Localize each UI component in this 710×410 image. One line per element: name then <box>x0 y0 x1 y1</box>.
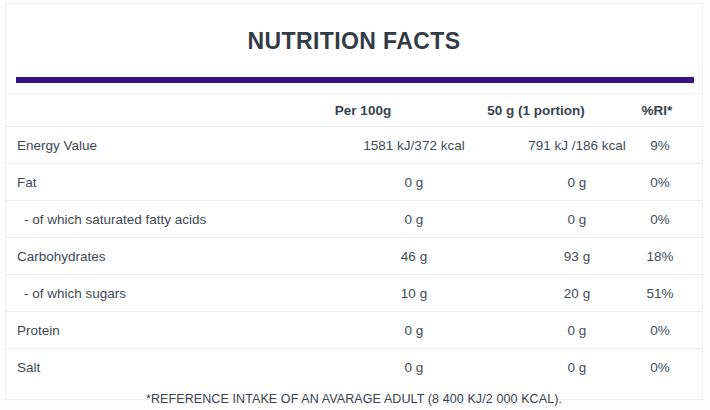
portion-value: 0 g <box>568 212 587 227</box>
table-header-row: Per 100g 50 g (1 portion) %RI* <box>6 93 702 127</box>
portion-value: 0 g <box>568 323 587 338</box>
nutrient-label: Carbohydrates <box>17 249 106 264</box>
ri-percent-value: 9% <box>650 138 670 153</box>
per-100g-value: 10 g <box>401 286 427 301</box>
accent-bar <box>16 77 694 83</box>
ri-percent-value: 0% <box>650 323 670 338</box>
per-100g-value: 46 g <box>401 249 427 264</box>
col-header-per-100g: Per 100g <box>335 103 391 118</box>
portion-value: 791 kJ /186 kcal <box>528 138 626 153</box>
ri-percent-value: 51% <box>646 286 673 301</box>
table-row: - of which saturated fatty acids 0 g 0 g… <box>6 201 702 238</box>
table-row: Salt 0 g 0 g 0% <box>6 349 702 385</box>
table-row: Protein 0 g 0 g 0% <box>6 312 702 349</box>
portion-value: 0 g <box>568 175 587 190</box>
table-body: Energy Value 1581 kJ/372 kcal 791 kJ /18… <box>6 127 702 385</box>
table-row: Carbohydrates 46 g 93 g 18% <box>6 238 702 275</box>
nutrient-label: Fat <box>17 175 37 190</box>
per-100g-value: 0 g <box>405 323 424 338</box>
portion-value: 0 g <box>568 360 587 375</box>
reference-intake-footnote: *REFERENCE INTAKE OF AN AVARAGE ADULT (8… <box>6 385 702 406</box>
ri-percent-value: 18% <box>646 249 673 264</box>
table-row: Fat 0 g 0 g 0% <box>6 164 702 201</box>
portion-value: 93 g <box>564 249 590 264</box>
page-title: NUTRITION FACTS <box>6 4 702 55</box>
table-row: Energy Value 1581 kJ/372 kcal 791 kJ /18… <box>6 127 702 164</box>
nutrient-label: Salt <box>17 360 40 375</box>
ri-percent-value: 0% <box>650 212 670 227</box>
nutrition-table: Per 100g 50 g (1 portion) %RI* Energy Va… <box>6 93 702 406</box>
nutrient-label: - of which sugars <box>24 286 126 301</box>
nutrition-facts-card: NUTRITION FACTS Per 100g 50 g (1 portion… <box>5 3 703 400</box>
nutrient-label: Protein <box>17 323 60 338</box>
per-100g-value: 0 g <box>405 212 424 227</box>
nutrient-label: - of which saturated fatty acids <box>24 212 206 227</box>
col-header-portion: 50 g (1 portion) <box>487 103 585 118</box>
per-100g-value: 1581 kJ/372 kcal <box>363 138 464 153</box>
per-100g-value: 0 g <box>405 175 424 190</box>
ri-percent-value: 0% <box>650 175 670 190</box>
per-100g-value: 0 g <box>405 360 424 375</box>
ri-percent-value: 0% <box>650 360 670 375</box>
portion-value: 20 g <box>564 286 590 301</box>
table-row: - of which sugars 10 g 20 g 51% <box>6 275 702 312</box>
nutrient-label: Energy Value <box>17 138 97 153</box>
col-header-ri-percent: %RI* <box>642 103 673 118</box>
